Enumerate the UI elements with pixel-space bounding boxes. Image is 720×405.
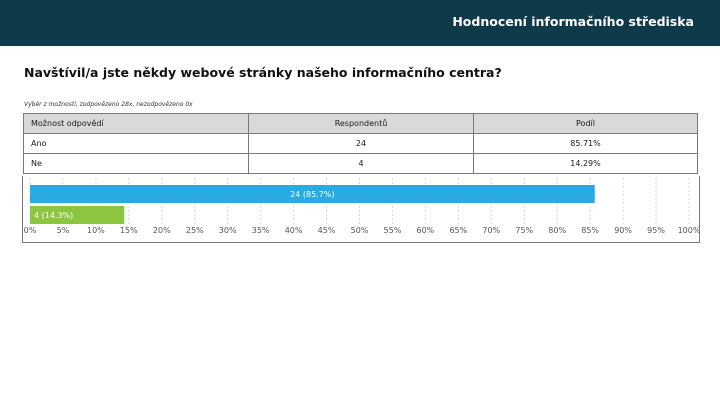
- bar-ano: [30, 185, 595, 203]
- table-header-row: Možnost odpovědí Respondentů Podíl: [23, 113, 698, 134]
- row-share: 85.71%: [473, 133, 698, 154]
- x-tick-label: 45%: [318, 226, 336, 235]
- table-row: Ano 24 85.71%: [23, 133, 698, 154]
- row-option: Ne: [23, 153, 249, 174]
- results-table: Možnost odpovědí Respondentů Podíl Ano 2…: [23, 113, 698, 174]
- column-header-respondents: Respondentů: [248, 113, 474, 134]
- bar-ne: [30, 206, 125, 224]
- bar-data-label: 4 (14.3%): [34, 211, 73, 220]
- x-tick-label: 70%: [482, 226, 500, 235]
- x-tick-label: 100%: [678, 226, 699, 235]
- x-tick-label: 5%: [57, 226, 70, 235]
- x-tick-label: 25%: [186, 226, 204, 235]
- row-share: 14.29%: [473, 153, 698, 174]
- x-tick-label: 75%: [515, 226, 533, 235]
- x-tick-label: 35%: [252, 226, 270, 235]
- x-tick-label: 40%: [285, 226, 303, 235]
- table-row: Ne 4 14.29%: [23, 153, 698, 174]
- x-tick-label: 85%: [581, 226, 599, 235]
- x-tick-label: 65%: [449, 226, 467, 235]
- row-option: Ano: [23, 133, 249, 154]
- x-tick-label: 10%: [87, 226, 105, 235]
- x-tick-label: 20%: [153, 226, 171, 235]
- question-title: Navštívil/a jste někdy webové stránky na…: [24, 65, 502, 80]
- x-tick-label: 30%: [219, 226, 237, 235]
- x-tick-label: 80%: [548, 226, 566, 235]
- header-bar: Hodnocení informačního střediska: [0, 0, 720, 46]
- chart-canvas: 0% 5% 10% 15% 20% 25% 30% 35% 40% 45% 50% 55% 60% 65%…: [24, 178, 699, 235]
- x-tick-label: 0%: [24, 226, 37, 235]
- results-bar-chart: 0% 5% 10% 15% 20% 25% 30% 35% 40% 45% 50% 55% 60% 65%…: [22, 176, 700, 243]
- bar-data-label: 24 (85.7%): [290, 190, 334, 199]
- row-respondents: 4: [248, 153, 474, 174]
- x-tick-label: 90%: [614, 226, 632, 235]
- column-header-option: Možnost odpovědí: [23, 113, 249, 134]
- x-tick-label: 95%: [647, 226, 665, 235]
- x-tick-label: 15%: [120, 226, 138, 235]
- x-tick-label: 55%: [384, 226, 402, 235]
- response-summary: Výběr z možností, zodpovězeno 28x, nezod…: [24, 101, 193, 108]
- row-respondents: 24: [248, 133, 474, 154]
- x-tick-label: 60%: [417, 226, 435, 235]
- page-title: Hodnocení informačního střediska: [452, 14, 694, 29]
- column-header-share: Podíl: [473, 113, 698, 134]
- x-tick-label: 50%: [351, 226, 369, 235]
